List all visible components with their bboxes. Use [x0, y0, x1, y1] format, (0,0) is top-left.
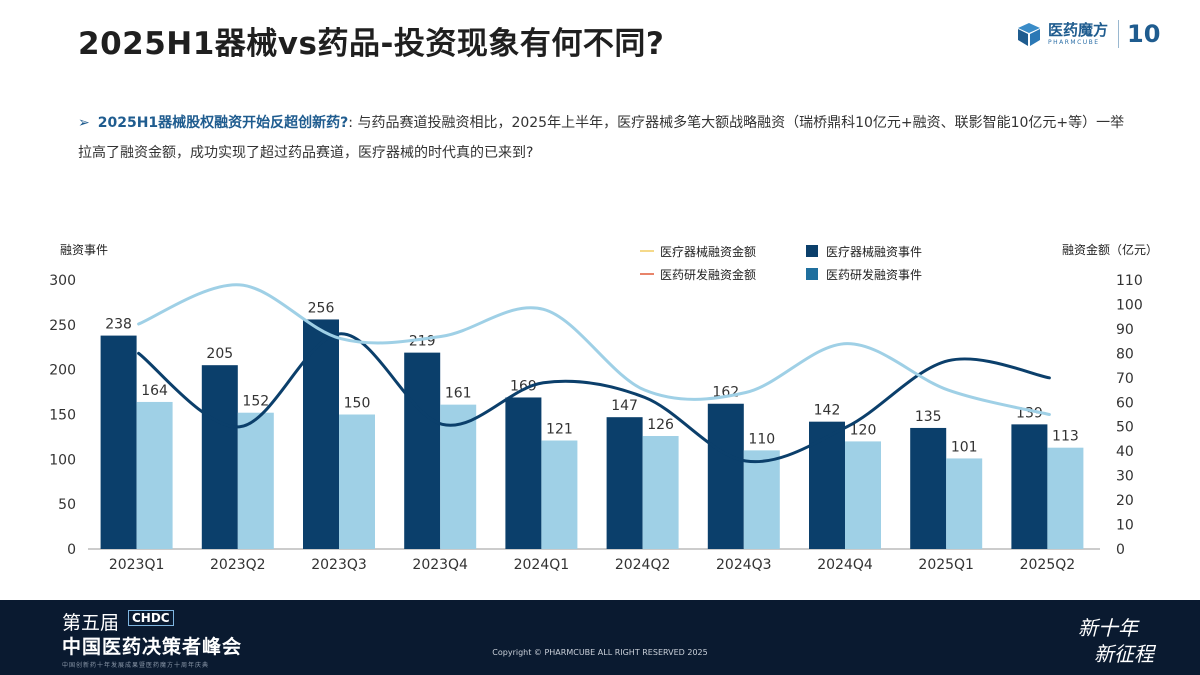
bar-value-label: 169 [510, 378, 537, 394]
series-line [137, 283, 1051, 416]
right-axis-label: 融资金额（亿元） [1062, 242, 1158, 257]
footer-edition: 第五届 [62, 612, 120, 634]
legend-label: 医疗器械融资事件 [826, 244, 922, 259]
footer-summit: 中国医药决策者峰会 [62, 636, 243, 658]
bar [1047, 447, 1084, 549]
bar-value-label: 164 [141, 383, 168, 399]
series-line [137, 332, 1051, 464]
bar-value-label: 126 [647, 417, 674, 433]
footer-copyright: Copyright © PHARMCUBE ALL RIGHT RESERVED… [492, 648, 708, 657]
legend-label: 医药研发融资事件 [826, 267, 922, 282]
bar-value-label: 113 [1052, 429, 1079, 445]
footer-bar [0, 600, 1200, 675]
footer-slogan-2: 新征程 [1094, 642, 1154, 666]
bar-value-label: 161 [445, 386, 472, 402]
footer-brand: CHDC [128, 610, 174, 626]
bar-value-label: 150 [344, 396, 371, 412]
category-label: 2023Q2 [210, 557, 266, 573]
legend-label: 医药研发融资金额 [660, 267, 756, 282]
right-tick-label: 80 [1116, 346, 1134, 362]
bar-value-label: 256 [308, 300, 335, 316]
right-tick-label: 50 [1116, 420, 1134, 436]
bar-value-label: 110 [748, 431, 775, 447]
left-axis-label: 融资事件 [60, 243, 108, 257]
category-label: 2024Q3 [716, 557, 772, 573]
bar-value-label: 238 [105, 317, 132, 333]
bar [707, 403, 744, 549]
bar-value-label: 121 [546, 422, 573, 438]
right-tick-label: 60 [1116, 395, 1134, 411]
category-label: 2023Q4 [412, 557, 468, 573]
left-tick-label: 50 [58, 497, 76, 513]
bar [1011, 424, 1048, 549]
page-title: 2025H1器械vs药品-投资现象有何不同? [78, 26, 665, 62]
right-tick-label: 30 [1116, 469, 1134, 485]
arrow-bullet-icon: ➢ [78, 115, 90, 131]
bar [505, 397, 542, 549]
bar-value-label: 147 [611, 398, 638, 414]
right-tick-label: 40 [1116, 444, 1134, 460]
bar-value-label: 205 [206, 346, 233, 362]
insight-highlight: 2025H1器械股权融资开始反超创新药? [97, 115, 349, 131]
logo-subname: PHARMCUBE [1048, 38, 1100, 46]
logo-name: 医药魔方 [1048, 20, 1109, 39]
legend-swatch [806, 245, 818, 257]
legend-swatch [806, 268, 818, 280]
footer-slogan-1: 新十年 [1078, 616, 1138, 640]
financing-chart: 0 50 100 150 200 250 300 0 10 20 30 40 50 60 70 80 90 100… [49, 242, 1158, 573]
category-label: 2025Q1 [918, 557, 974, 573]
right-tick-label: 10 [1116, 518, 1134, 534]
bar [100, 335, 137, 549]
category-label: 2023Q3 [311, 557, 367, 573]
category-label: 2025Q2 [1020, 557, 1076, 573]
right-tick-label: 0 [1116, 542, 1125, 558]
bar [404, 352, 441, 549]
right-tick-label: 110 [1116, 273, 1143, 289]
anniversary-badge: 10 [1127, 20, 1161, 48]
right-tick-label: 90 [1116, 322, 1134, 338]
bar [606, 417, 643, 549]
bar [201, 365, 238, 549]
bar [440, 404, 477, 549]
insight-body: : 与药品赛道投融资相比，2025年上半年，医疗器械多笔大额战略融资（瑞桥鼎科1… [78, 115, 1125, 161]
left-tick-label: 300 [49, 273, 76, 289]
legend-label: 医疗器械融资金额 [660, 244, 756, 259]
footer-tagline: 中国创新药十年发展成果暨医药魔方十周年庆典 [62, 662, 210, 669]
left-tick-label: 200 [49, 363, 76, 379]
insight-paragraph: ➢ 2025H1器械股权融资开始反超创新药?: 与药品赛道投融资相比，2025年上… [78, 108, 1138, 168]
right-tick-label: 100 [1116, 297, 1143, 313]
left-tick-label: 150 [49, 408, 76, 424]
logo-divider [1118, 20, 1120, 48]
bar [541, 440, 578, 549]
bar [910, 427, 947, 549]
bar-value-label: 135 [915, 409, 942, 425]
bar [642, 436, 679, 549]
bar [743, 450, 780, 549]
cube-logo-icon [1018, 23, 1040, 46]
bar-value-label: 152 [242, 394, 269, 410]
right-tick-label: 20 [1116, 493, 1134, 509]
category-label: 2023Q1 [109, 557, 165, 573]
bar-value-label: 101 [951, 439, 978, 455]
bar [946, 458, 983, 549]
bar-value-label: 120 [850, 422, 877, 438]
bar [237, 412, 274, 549]
bar [809, 421, 845, 549]
category-label: 2024Q4 [817, 557, 873, 573]
bar [339, 414, 375, 549]
left-tick-label: 250 [49, 318, 76, 334]
right-tick-label: 70 [1116, 371, 1134, 387]
left-tick-label: 100 [49, 452, 76, 468]
bar-value-label: 142 [814, 403, 841, 419]
left-tick-label: 0 [67, 542, 76, 558]
category-label: 2024Q1 [514, 557, 570, 573]
pharmcube-logo: 医药魔方 PHARMCUBE 10 [1016, 20, 1160, 48]
bar [845, 441, 881, 549]
bar [136, 401, 173, 549]
category-label: 2024Q2 [615, 557, 671, 573]
